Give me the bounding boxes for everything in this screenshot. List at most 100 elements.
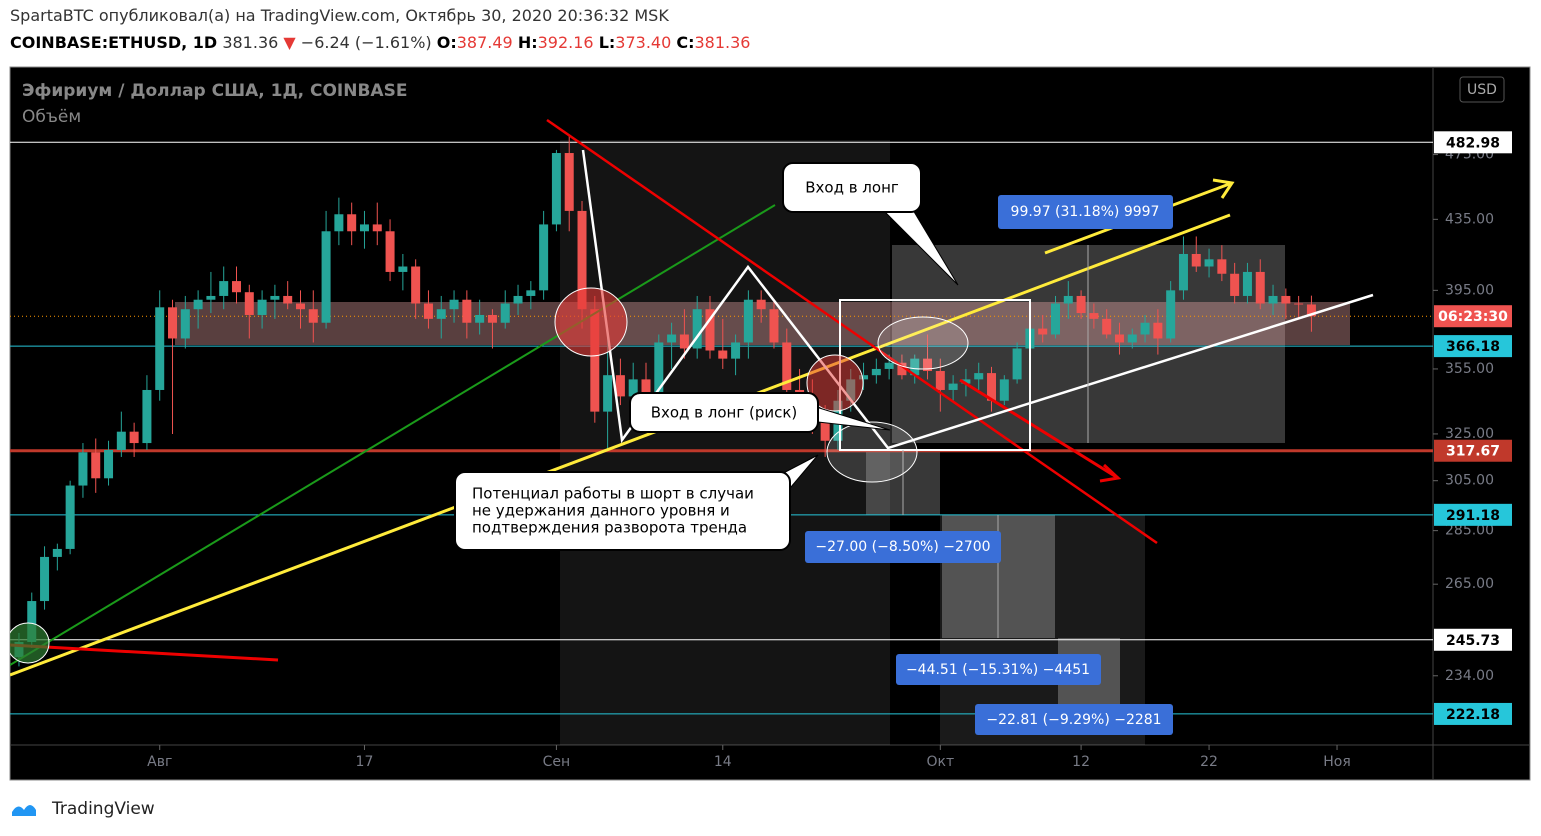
candle-body xyxy=(551,153,561,225)
candle-body xyxy=(40,556,50,602)
measure-label xyxy=(975,704,1173,735)
candle-body xyxy=(232,281,242,293)
candle-body xyxy=(65,485,75,549)
callout-pointer xyxy=(799,401,891,431)
callout-pointer xyxy=(877,204,959,286)
candle-body xyxy=(1153,322,1163,339)
candle-body xyxy=(577,210,587,310)
callout-text: подтверждения разворота тренда xyxy=(472,519,747,537)
candle-body xyxy=(628,379,638,397)
measure-text: −22.81 (−9.29%) −2281 xyxy=(986,712,1161,728)
candle-body xyxy=(1204,259,1214,267)
measure-text: −44.51 (−15.31%) −4451 xyxy=(906,662,1090,678)
candle-body xyxy=(1012,348,1022,380)
callout-text: Вход в лонг xyxy=(805,179,899,197)
currency[interactable]: USD xyxy=(1467,82,1497,98)
price-label-box xyxy=(1434,335,1512,358)
candle-body xyxy=(436,309,446,319)
candle-body xyxy=(513,295,523,304)
candle-body xyxy=(615,375,625,397)
candle-body xyxy=(1089,313,1099,319)
price-label: 366.18 xyxy=(1446,339,1500,355)
open: 387.49 xyxy=(456,33,513,52)
arrow xyxy=(959,378,1119,480)
candle-body xyxy=(334,214,344,232)
candle-body xyxy=(731,342,741,359)
trend-line xyxy=(546,118,1158,545)
published-line: SpartaBTC опубликовал(а) на TradingView.… xyxy=(10,6,669,25)
price-label-box xyxy=(1434,131,1512,154)
candle-body xyxy=(168,307,178,339)
candle-body xyxy=(782,342,792,390)
candle-body xyxy=(1114,334,1124,343)
candle-body xyxy=(961,379,971,384)
candle-body xyxy=(1076,295,1086,314)
candle-body xyxy=(257,299,267,315)
candle-body xyxy=(52,548,62,557)
drawings xyxy=(10,118,1374,735)
candle-body xyxy=(718,350,728,359)
candle-body xyxy=(1166,290,1176,339)
y-tick-label: 285.00 xyxy=(1445,523,1494,539)
x-tick-label: 17 xyxy=(356,754,374,770)
candle-body xyxy=(935,371,945,390)
candle-body xyxy=(1127,334,1137,343)
candle-body xyxy=(705,309,715,351)
candle-body xyxy=(308,309,318,323)
candle-body xyxy=(884,362,894,369)
highlight xyxy=(806,354,864,412)
callout xyxy=(454,471,791,551)
l-label: L: xyxy=(598,33,616,52)
candle-body xyxy=(244,292,254,315)
candle-body xyxy=(142,389,152,444)
highlight xyxy=(826,421,918,483)
last-price: 381.36 xyxy=(222,33,279,52)
candle-body xyxy=(859,375,869,380)
candle-body xyxy=(923,358,933,372)
low: 373.40 xyxy=(615,33,672,52)
x-tick-label: Сен xyxy=(543,754,571,770)
candle-body xyxy=(1255,271,1265,304)
measure-label xyxy=(896,654,1101,685)
highlight xyxy=(877,316,969,370)
symbol-line: COINBASE:ETHUSD, 1D 381.36 ▼ −6.24 (−1.6… xyxy=(10,33,750,52)
candle-body xyxy=(756,299,766,310)
candle-body xyxy=(475,314,485,323)
candle-body xyxy=(372,224,382,232)
chart-subtitle: Объём xyxy=(22,107,81,127)
close: 381.36 xyxy=(694,33,751,52)
y-tick-label: 305.00 xyxy=(1445,473,1494,489)
candle-body xyxy=(423,303,433,319)
candle-body xyxy=(987,373,997,401)
published: SpartaBTC опубликовал(а) на TradingView.… xyxy=(10,6,669,25)
candle-body xyxy=(692,309,702,349)
y-tick-label: 395.00 xyxy=(1445,282,1494,298)
y-tick-label: 265.00 xyxy=(1445,576,1494,592)
candle-body xyxy=(1038,328,1048,335)
y-tick-label: 234.00 xyxy=(1445,668,1494,684)
candle-body xyxy=(155,307,165,390)
logo xyxy=(12,805,36,816)
c-label: C: xyxy=(676,33,695,52)
candle-body xyxy=(500,303,510,323)
candle-body xyxy=(129,431,139,444)
candle-body xyxy=(487,314,497,323)
callout-text: Потенциал работы в шорт в случаи xyxy=(472,485,754,503)
candle-body xyxy=(398,266,408,272)
candle-body xyxy=(1230,273,1240,296)
x-tick-label: Ноя xyxy=(1323,754,1351,770)
candle-body xyxy=(449,299,459,310)
candle-body xyxy=(641,379,651,401)
axes: 475.00435.00395.00355.00325.00305.00285.… xyxy=(147,131,1512,770)
candle-body xyxy=(180,309,190,339)
candle-body xyxy=(603,375,613,412)
candle-body xyxy=(769,309,779,343)
currency-box[interactable] xyxy=(1459,76,1505,103)
callout-text: не удержания данного уровня и xyxy=(472,502,730,520)
candle-body xyxy=(91,452,101,479)
y-tick-label: 355.00 xyxy=(1445,361,1494,377)
brand: TradingView xyxy=(51,799,155,819)
candle-body xyxy=(1217,259,1227,274)
candle-body xyxy=(871,368,881,376)
